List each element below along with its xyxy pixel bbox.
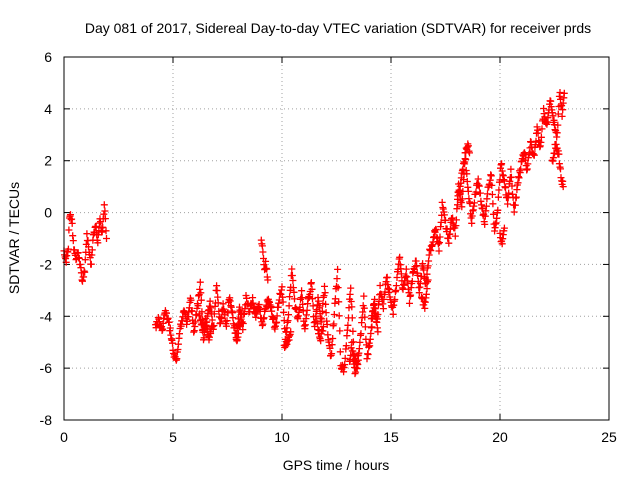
x-tick-label: 5 <box>169 429 177 445</box>
chart-title: Day 081 of 2017, Sidereal Day-to-day VTE… <box>85 20 591 36</box>
y-tick-label: 2 <box>44 153 52 169</box>
y-tick-label: 4 <box>44 101 52 117</box>
y-tick-label: -6 <box>40 360 53 376</box>
x-tick-label: 15 <box>383 429 399 445</box>
data-points-sdtvar <box>60 89 568 376</box>
y-tick-label: -4 <box>40 308 53 324</box>
data-points-sdtvar-aux <box>257 140 567 284</box>
y-tick-label: -8 <box>40 412 53 428</box>
y-axis-label: SDTVAR / TECUs <box>6 182 22 294</box>
x-axis-label: GPS time / hours <box>283 457 390 473</box>
x-tick-label: 25 <box>601 429 617 445</box>
y-tick-label: 0 <box>44 205 52 221</box>
x-tick-label: 20 <box>492 429 508 445</box>
plot-frame <box>63 56 610 421</box>
y-tick-label: -2 <box>40 256 53 272</box>
grid <box>64 57 609 420</box>
data-marks <box>60 89 568 378</box>
x-tick-label: 10 <box>274 429 290 445</box>
x-tick-label: 0 <box>60 429 68 445</box>
data-points-sdtvar-lower <box>195 276 432 378</box>
y-tick-label: 6 <box>44 49 52 65</box>
